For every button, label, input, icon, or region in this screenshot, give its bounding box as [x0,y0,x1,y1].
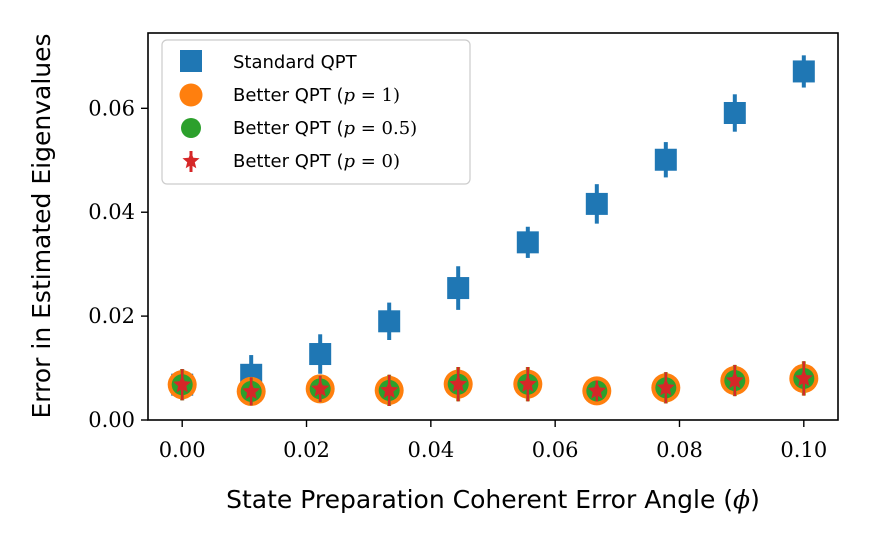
data-point-square [654,148,677,171]
x-tick-label: 0.10 [780,438,827,462]
y-tick-label: 0.02 [88,304,135,328]
y-axis-label: Error in Estimated Eigenvalues [27,33,56,418]
legend-box [161,39,471,185]
x-axis-label-variable: ϕ [733,485,750,514]
legend-marker-red-star [182,152,200,169]
x-tick-label: 0.00 [159,438,206,462]
data-point-star [587,381,606,399]
legend-label-p1-var: p [344,85,356,106]
data-point-square [792,60,815,83]
legend-label-p0-prefix: Better QPT ( [233,151,344,172]
legend-label-p1: Better QPT (p = 1) [233,85,400,106]
y-tick-label: 0.00 [88,408,135,432]
data-point-star [656,378,675,396]
legend-label-p1-prefix: Better QPT ( [233,85,344,106]
legend-label-p05-prefix: Better QPT ( [233,118,344,139]
data-point-star [449,374,468,392]
x-axis-label-main: State Preparation Coherent Error Angle ( [226,485,733,514]
data-point-star [725,371,744,389]
x-tick-label: 0.04 [407,438,454,462]
legend: Standard QPT Better QPT (p = 1) Better Q… [161,39,471,185]
data-point-square [378,310,401,333]
legend-label-p05-value: = 0.5) [355,118,417,139]
legend-label-p0-value: = 0) [355,151,400,172]
x-axis-label: State Preparation Coherent Error Angle (… [226,485,760,514]
y-tick-label: 0.06 [88,96,135,120]
legend-marker-orange-circle [179,83,203,107]
legend-label-p0-var: p [344,151,356,172]
data-point-square [723,101,746,124]
tick-layer: 0.00 0.02 0.04 0.06 0.08 0.10 0.00 0.02 0.04 0.06 [88,96,827,462]
legend-label-p1-value: = 1) [355,85,400,106]
y-tick-label: 0.04 [88,200,135,224]
legend-label-standard: Standard QPT [233,52,358,73]
data-point-star [311,379,330,397]
series-3 [173,361,813,406]
legend-label-p05: Better QPT (p = 0.5) [233,118,417,139]
data-point-star [794,368,813,387]
data-point-star [518,374,537,392]
data-point-square [585,192,608,215]
legend-label-p0: Better QPT (p = 0) [233,151,400,172]
legend-label-p05-var: p [344,118,356,139]
data-point-square [309,343,332,366]
data-point-star [173,375,192,393]
legend-marker-square [180,50,202,72]
x-tick-label: 0.06 [532,438,579,462]
data-point-star [242,381,261,400]
plot-frame [147,32,839,421]
x-tick-label: 0.02 [283,438,330,462]
data-point-star [380,380,399,399]
data-point-square [516,231,539,254]
x-tick-label: 0.08 [656,438,703,462]
data-layer [167,55,819,406]
legend-marker-green-circle [181,118,201,138]
x-axis-label-close: ) [750,485,760,514]
data-point-square [447,277,470,300]
